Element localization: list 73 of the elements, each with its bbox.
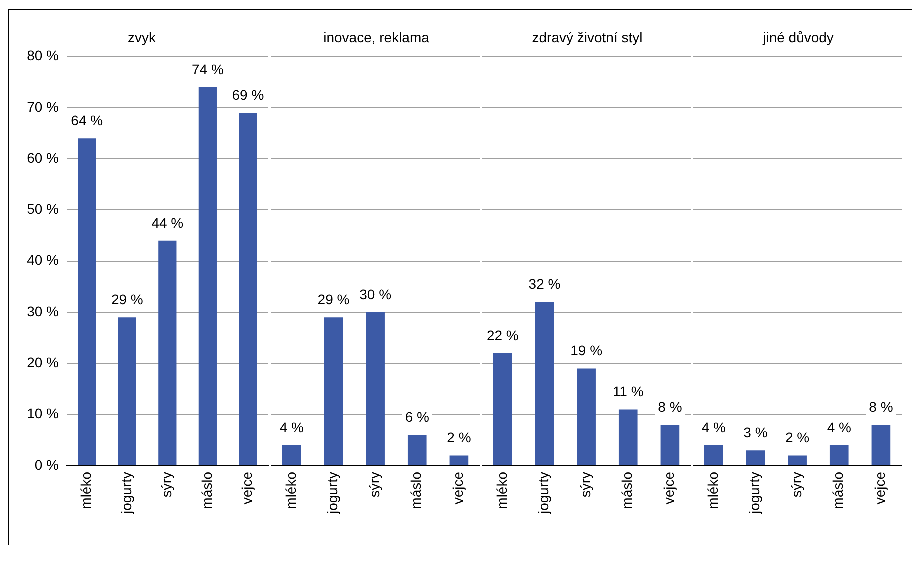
bar — [660, 425, 680, 466]
bar — [450, 456, 469, 466]
x-tick-label: mléko — [78, 472, 94, 510]
x-tick-label: sýry — [158, 472, 175, 498]
chart-title: zdravý životní styl — [532, 29, 643, 46]
y-tick-label: 70 % — [27, 98, 59, 115]
chart-title: jiné důvody — [762, 29, 834, 46]
data-label: 44 % — [152, 214, 184, 231]
bar — [198, 87, 217, 466]
x-tick-label: vejce — [661, 472, 678, 505]
x-tick-label: máslo — [408, 472, 424, 510]
bar — [494, 353, 512, 466]
y-tick-label: 80 % — [27, 48, 59, 64]
data-label: 6 % — [405, 409, 430, 426]
bar — [158, 240, 177, 466]
y-tick-label: 60 % — [27, 150, 59, 166]
data-label: 2 % — [447, 430, 472, 446]
data-label: 8 % — [869, 398, 894, 415]
y-tick-label: 10 % — [27, 406, 59, 422]
data-label: 4 % — [827, 419, 852, 436]
y-tick-label: 30 % — [27, 303, 59, 320]
bar — [282, 446, 302, 466]
x-tick-label: jogurty — [746, 472, 763, 516]
bar — [366, 312, 385, 466]
bar — [577, 368, 596, 466]
x-tick-label: sýry — [366, 472, 382, 498]
data-label: 19 % — [570, 342, 603, 359]
x-tick-label: mléko — [282, 472, 299, 510]
x-tick-label: mléko — [494, 472, 510, 510]
bar — [872, 425, 891, 466]
data-label: 32 % — [528, 276, 561, 292]
data-label: 22 % — [486, 327, 519, 344]
bar — [830, 446, 849, 466]
x-tick-label: jogurty — [118, 472, 134, 516]
x-tick-label: máslo — [830, 472, 846, 510]
data-label: 29 % — [111, 292, 144, 308]
y-tick-label: 50 % — [27, 201, 59, 218]
x-tick-label: jogurty — [536, 472, 552, 516]
y-tick-label: 20 % — [27, 354, 59, 371]
bar — [618, 410, 638, 466]
y-tick-label: 40 % — [27, 252, 59, 268]
x-tick-label: mléko — [704, 472, 721, 510]
bar — [788, 456, 807, 466]
bar — [535, 302, 554, 466]
x-tick-label: sýry — [788, 472, 804, 498]
data-label: 69 % — [232, 86, 264, 103]
y-tick-label: 0 % — [34, 456, 59, 473]
chart-title: inovace, reklama — [324, 29, 430, 46]
data-label: 29 % — [318, 292, 350, 308]
data-label: 64 % — [71, 112, 104, 128]
x-tick-label: vejce — [450, 472, 466, 505]
x-tick-label: máslo — [619, 472, 636, 510]
x-tick-label: jogurty — [324, 472, 341, 516]
data-label: 2 % — [785, 430, 810, 446]
data-label: 3 % — [744, 424, 768, 440]
bar — [78, 138, 96, 466]
bar — [746, 450, 766, 466]
chart-title: zvyk — [128, 29, 157, 46]
bar — [408, 435, 427, 466]
data-label: 8 % — [658, 398, 682, 415]
bar — [704, 446, 724, 466]
data-label: 30 % — [360, 286, 392, 302]
bar — [324, 318, 344, 466]
data-label: 4 % — [702, 419, 726, 436]
data-label: 74 % — [192, 61, 224, 78]
x-tick-label: sýry — [577, 472, 594, 498]
x-tick-label: máslo — [198, 472, 215, 510]
x-tick-label: vejce — [239, 472, 256, 505]
bar — [118, 318, 136, 466]
data-label: 4 % — [280, 419, 304, 436]
bar — [239, 113, 258, 466]
data-label: 11 % — [612, 384, 644, 400]
x-tick-label: vejce — [872, 472, 888, 505]
